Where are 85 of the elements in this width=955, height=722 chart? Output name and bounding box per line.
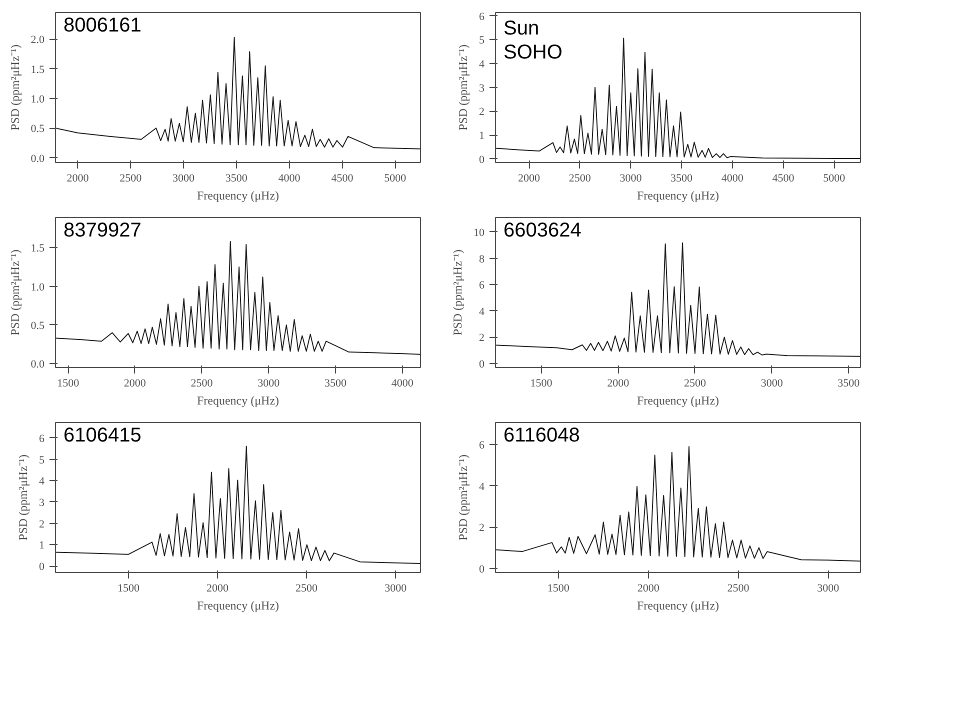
annotation: 6106415 (64, 424, 142, 446)
y-tick-label: 6 (479, 280, 485, 292)
x-tick-label: 3500 (838, 378, 860, 390)
annotation: 6116048 (504, 424, 580, 446)
y-tick-label: 3 (39, 496, 45, 509)
y-axis-title: PSD (ppm²μHz⁻¹) (456, 44, 470, 130)
y-tick-label: 0 (479, 358, 485, 371)
y-tick-label: 6 (39, 432, 45, 445)
y-tick-label: 6 (479, 10, 485, 23)
x-tick-label: 4500 (772, 172, 795, 184)
x-tick-label: 3500 (324, 378, 347, 390)
annotation: 8379927 (64, 220, 142, 242)
y-tick-label: 2 (479, 106, 484, 118)
x-tick-label: 4000 (391, 378, 414, 390)
x-tick-label: 2500 (190, 378, 214, 390)
x-axis-title: Frequency (μHz) (196, 598, 280, 612)
x-tick-label: 1500 (547, 582, 570, 594)
x-tick-label: 2500 (296, 582, 318, 594)
x-tick-label: 4000 (721, 172, 744, 184)
y-tick-label: 1 (479, 130, 484, 142)
annotation: Sun (504, 18, 540, 40)
x-tick-label: 2000 (637, 582, 660, 594)
y-tick-label: 0 (479, 154, 485, 166)
y-tick-label: 4 (479, 480, 485, 493)
x-tick-label: 3000 (384, 582, 408, 594)
y-tick-label: 5 (39, 454, 45, 466)
x-tick-label: 5000 (823, 172, 846, 184)
x-tick-label: 3000 (172, 172, 196, 184)
x-tick-label: 3000 (760, 378, 784, 390)
x-tick-label: 3000 (258, 378, 280, 390)
x-tick-label: 2000 (66, 172, 90, 184)
y-tick-label: 4 (479, 58, 485, 71)
y-tick-label: 0.5 (30, 320, 45, 332)
y-tick-label: 2 (479, 332, 484, 344)
y-tick-label: 1.0 (30, 93, 45, 106)
y-tick-label: 2 (39, 518, 44, 530)
y-tick-label: 1.5 (30, 64, 45, 76)
x-tick-label: 2000 (206, 582, 230, 594)
y-tick-label: 4 (479, 306, 485, 318)
y-tick-label: 1.0 (30, 281, 45, 294)
x-tick-label: 2500 (568, 172, 592, 184)
y-axis-title: PSD (ppm²μHz⁻¹) (456, 454, 470, 540)
x-tick-label: 3500 (670, 172, 694, 184)
y-tick-label: 10 (474, 226, 485, 239)
x-tick-label: 2000 (518, 172, 541, 184)
y-tick-label: 8 (479, 253, 485, 266)
x-tick-label: 2500 (120, 172, 142, 184)
y-tick-label: 0 (479, 563, 485, 576)
y-axis-title: PSD (ppm²μHz⁻¹) (16, 454, 30, 540)
x-axis-title: Frequency (μHz) (196, 188, 280, 202)
x-tick-label: 2500 (727, 582, 750, 594)
y-axis-title: PSD (ppm²μHz⁻¹) (450, 250, 464, 336)
annotation: 8006161 (64, 14, 142, 36)
x-tick-label: 2000 (607, 378, 630, 390)
x-tick-label: 1500 (118, 582, 140, 594)
y-axis-title: PSD (ppm²μHz⁻¹) (8, 44, 22, 130)
y-tick-label: 0.0 (30, 358, 45, 371)
x-axis-title: Frequency (μHz) (636, 394, 720, 408)
y-tick-label: 2 (479, 522, 484, 534)
x-tick-label: 1500 (57, 378, 80, 390)
annotation: SOHO (504, 42, 562, 64)
x-tick-label: 2500 (684, 378, 706, 390)
x-axis-title: Frequency (μHz) (636, 188, 720, 202)
annotation: 6603624 (504, 220, 582, 242)
x-tick-label: 3500 (225, 172, 248, 184)
y-tick-label: 0.5 (30, 123, 45, 136)
y-tick-label: 0 (39, 561, 45, 574)
y-tick-label: 5 (479, 34, 485, 47)
y-tick-label: 0.0 (30, 152, 45, 165)
x-tick-label: 4000 (278, 172, 301, 184)
y-tick-label: 2.0 (30, 34, 45, 46)
y-tick-label: 3 (479, 82, 485, 94)
y-axis-title: PSD (ppm²μHz⁻¹) (8, 250, 22, 336)
x-axis-title: Frequency (μHz) (196, 394, 280, 408)
x-axis-title: Frequency (μHz) (636, 598, 720, 612)
x-tick-label: 2000 (124, 378, 146, 390)
x-tick-label: 3000 (817, 582, 840, 594)
y-tick-label: 1 (39, 540, 44, 552)
x-tick-label: 4500 (331, 172, 354, 184)
y-tick-label: 6 (479, 440, 485, 452)
y-tick-label: 4 (39, 476, 45, 488)
x-tick-label: 1500 (530, 378, 553, 390)
y-tick-label: 1.5 (30, 242, 45, 255)
x-tick-label: 3000 (620, 172, 642, 184)
x-tick-label: 5000 (384, 172, 407, 184)
